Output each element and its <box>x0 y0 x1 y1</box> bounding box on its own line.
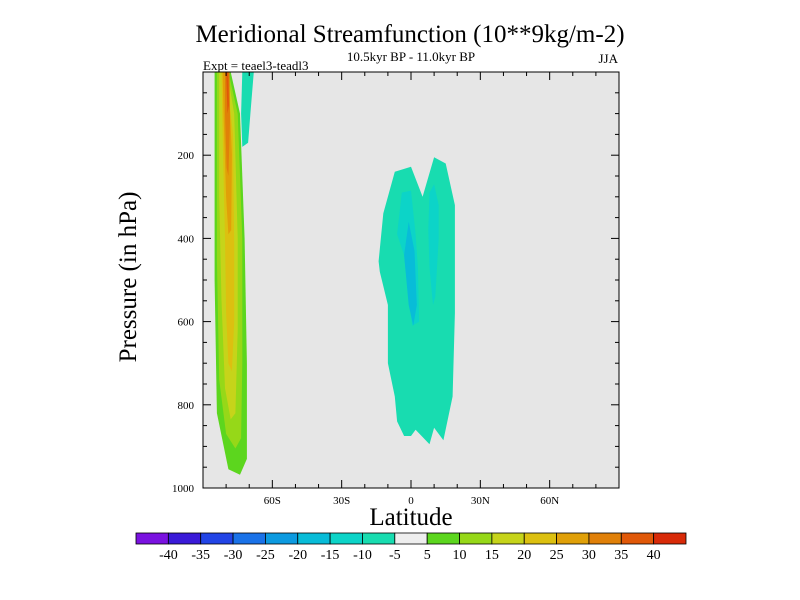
colorbar-label: 40 <box>647 548 661 563</box>
colorbar-label: 10 <box>453 548 467 563</box>
x-tick-label: 30N <box>471 495 490 507</box>
y-tick-label: 600 <box>178 317 195 329</box>
colorbar-label: -30 <box>224 548 243 563</box>
axis-tick-labels: 60S 30S 0 30N 60N 200 400 600 800 1000 <box>172 150 559 507</box>
contour-high-latitude-negative-cell <box>241 72 254 147</box>
colorbar-swatch <box>362 532 396 545</box>
colorbar-swatch <box>329 532 363 545</box>
colorbar-label: -35 <box>191 548 210 563</box>
x-axis-title: Latitude <box>369 504 452 531</box>
colorbar-swatch <box>556 532 590 545</box>
colorbar-label: 35 <box>614 548 628 563</box>
colorbar-swatch <box>297 532 331 545</box>
chart-title: Meridional Streamfunction (10**9kg/m-2) <box>195 21 624 48</box>
colorbar-swatch <box>588 532 622 545</box>
colorbar-label: -5 <box>389 548 401 563</box>
colorbar-label: 20 <box>517 548 531 563</box>
colorbar-swatch <box>265 532 299 545</box>
contour-tropical-negative-cell-15 <box>404 221 417 326</box>
contour-tropical-negative-cell-10-east <box>428 184 439 305</box>
colorbar-label: -15 <box>321 548 340 563</box>
x-tick-label: 30S <box>333 495 350 507</box>
chart-subtitle: 10.5kyr BP - 11.0kyr BP <box>347 49 475 64</box>
x-tick-label: 60S <box>264 495 281 507</box>
colorbar-swatch <box>135 532 169 545</box>
contour-positive-cell-35 <box>226 72 229 114</box>
colorbar-swatch <box>653 532 687 545</box>
y-axis-title: Pressure (in hPa) <box>115 192 142 363</box>
colorbar-label: 5 <box>424 548 431 563</box>
colorbar-swatch <box>491 532 525 545</box>
colorbar-label: 30 <box>582 548 596 563</box>
colorbar: -40 -35 -30 -25 -20 -15 -10 -5 5 10 15 20 25 30 35 40 <box>135 532 687 563</box>
colorbar-swatch <box>167 532 202 545</box>
y-tick-label: 1000 <box>172 483 195 495</box>
axis-ticks <box>203 72 619 488</box>
colorbar-swatch <box>459 532 493 545</box>
experiment-note: Expt = teael3-teadl3 <box>203 58 309 73</box>
colorbar-label: 25 <box>550 548 564 563</box>
colorbar-swatch <box>620 532 655 545</box>
colorbar-label: -10 <box>353 548 372 563</box>
colorbar-swatch <box>200 532 234 545</box>
colorbar-swatch <box>426 532 460 545</box>
colorbar-swatch <box>523 532 557 545</box>
x-tick-label: 60N <box>540 495 559 507</box>
y-tick-label: 200 <box>178 150 195 162</box>
y-tick-label: 400 <box>178 233 195 245</box>
season-label: JJA <box>598 51 618 66</box>
colorbar-label: -25 <box>256 548 275 563</box>
colorbar-label: -40 <box>159 548 178 563</box>
colorbar-label: 15 <box>485 548 499 563</box>
colorbar-swatch <box>394 532 428 545</box>
colorbar-swatch <box>232 532 266 545</box>
colorbar-label: -20 <box>288 548 307 563</box>
y-tick-label: 800 <box>178 400 195 412</box>
contour-regions <box>214 72 455 475</box>
x-tick-label: 0 <box>408 495 414 507</box>
